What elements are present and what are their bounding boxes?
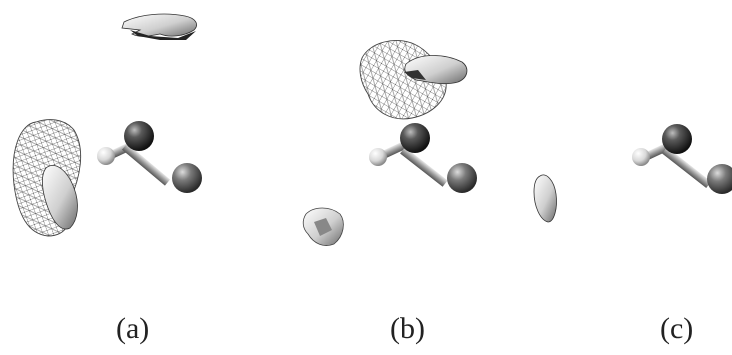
atom-hydrogen <box>369 148 387 166</box>
panel-a <box>12 13 202 237</box>
atom-center <box>124 121 154 151</box>
isosurface-top <box>121 13 197 37</box>
molecule-b <box>369 123 477 193</box>
atom-hydrogen <box>632 148 650 166</box>
panel-label-b: (b) <box>390 312 425 345</box>
panel-label-a: (a) <box>116 312 150 345</box>
atom-center <box>400 123 430 153</box>
isosurface-small <box>533 174 557 223</box>
isosurface-side <box>42 165 78 230</box>
atom-terminal <box>707 164 732 194</box>
panel-b <box>302 40 557 246</box>
molecule-c <box>632 124 732 194</box>
atom-terminal <box>172 163 202 193</box>
panel-c <box>632 124 732 194</box>
atom-hydrogen <box>97 147 115 165</box>
molecule-a <box>97 121 202 193</box>
atom-terminal <box>447 163 477 193</box>
atom-center <box>662 124 692 154</box>
panel-label-c: (c) <box>660 312 694 345</box>
